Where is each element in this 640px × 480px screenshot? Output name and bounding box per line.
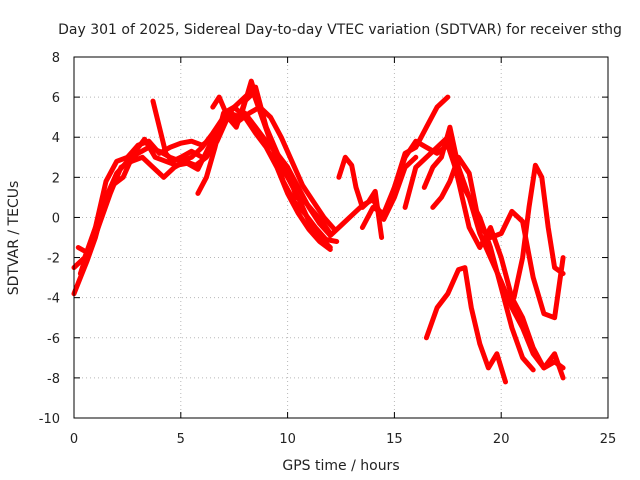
x-tick-label: 5	[177, 432, 185, 447]
x-tick-label: 15	[386, 432, 403, 447]
y-tick-label: 4	[52, 131, 60, 146]
y-tick-label: -10	[39, 412, 60, 427]
series-line-2	[71, 84, 333, 271]
y-tick-labels: -10 -8 -6 -4 -2 0 2 4 6 8	[39, 51, 60, 427]
series-line-5	[150, 98, 205, 164]
x-axis-label: GPS time / hours	[282, 458, 399, 474]
y-axis-label: SDTVAR / TECUs	[6, 181, 22, 296]
y-tick-label: -2	[47, 252, 60, 267]
y-tick-label: 8	[52, 51, 60, 66]
series-line-15	[511, 162, 566, 301]
y-tick-label: 2	[52, 171, 60, 186]
y-tick-label: -4	[47, 292, 60, 307]
y-tick-label: 6	[52, 91, 60, 106]
x-tick-label: 0	[70, 432, 78, 447]
x-tick-label: 25	[600, 432, 617, 447]
y-tick-label: 0	[52, 211, 60, 226]
x-tick-label: 20	[493, 432, 510, 447]
grid-lines	[74, 57, 608, 418]
axis-ticks	[73, 56, 609, 419]
chart-title: Day 301 of 2025, Sidereal Day-to-day VTE…	[58, 22, 622, 38]
x-tick-label: 10	[279, 432, 296, 447]
y-tick-label: -6	[47, 332, 60, 347]
plot-frame	[73, 56, 609, 419]
series-line-7	[210, 90, 333, 236]
series-line-14	[430, 154, 566, 321]
y-tick-label: -8	[47, 372, 60, 387]
data-series	[71, 78, 566, 385]
x-tick-labels: 0 5 10 15 20 25	[70, 432, 616, 447]
series-line-13	[423, 265, 508, 385]
series-line-6	[195, 104, 333, 252]
series-line-8	[336, 154, 385, 240]
